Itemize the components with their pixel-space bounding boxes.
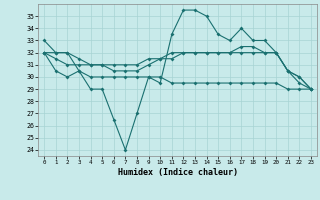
X-axis label: Humidex (Indice chaleur): Humidex (Indice chaleur): [118, 168, 238, 177]
